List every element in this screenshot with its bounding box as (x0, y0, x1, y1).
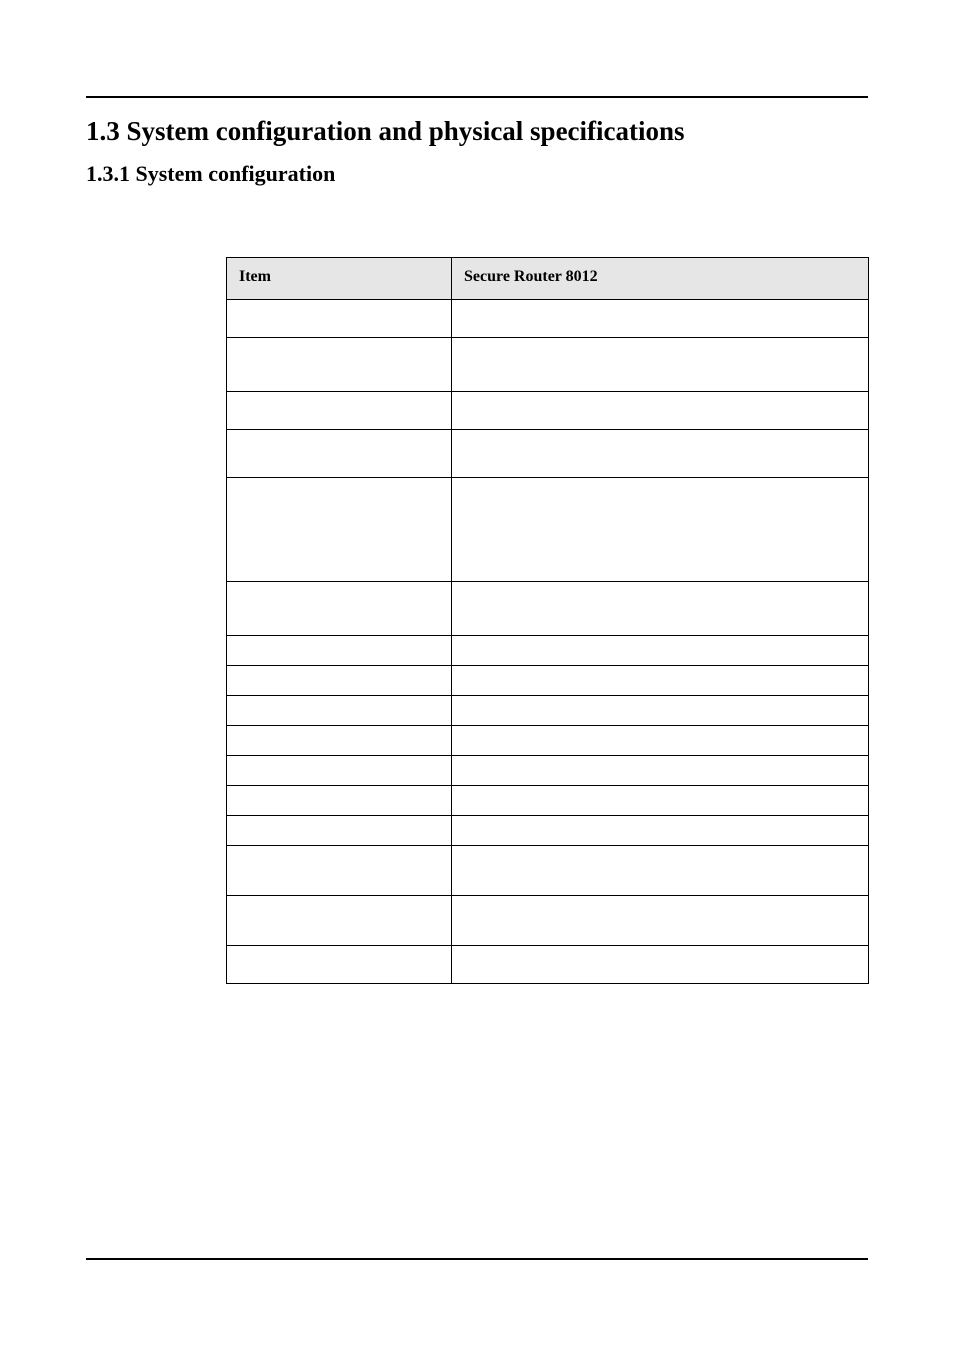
cell-value (452, 300, 869, 338)
cell-item (227, 338, 452, 392)
cell-value (452, 338, 869, 392)
table-row (227, 846, 869, 896)
table-row (227, 896, 869, 946)
table-row (227, 392, 869, 430)
cell-item (227, 786, 452, 816)
cell-item (227, 816, 452, 846)
cell-item (227, 666, 452, 696)
table-row (227, 696, 869, 726)
cell-value (452, 430, 869, 478)
cell-item (227, 946, 452, 984)
table-row (227, 582, 869, 636)
section-title: System configuration and physical specif… (127, 116, 685, 146)
cell-value (452, 666, 869, 696)
table-row (227, 478, 869, 582)
cell-item (227, 726, 452, 756)
cell-value (452, 816, 869, 846)
cell-value (452, 696, 869, 726)
table-row (227, 338, 869, 392)
cell-value (452, 756, 869, 786)
top-horizontal-rule (86, 96, 868, 98)
cell-item (227, 846, 452, 896)
cell-item (227, 300, 452, 338)
table-row (227, 756, 869, 786)
spec-table-container: Item Secure Router 8012 (86, 257, 868, 984)
cell-value (452, 896, 869, 946)
table-row (227, 726, 869, 756)
table-row (227, 636, 869, 666)
subsection-number: 1.3.1 (86, 161, 130, 186)
cell-item (227, 392, 452, 430)
cell-item (227, 896, 452, 946)
table-row (227, 300, 869, 338)
cell-item (227, 478, 452, 582)
table-header-row: Item Secure Router 8012 (227, 258, 869, 300)
col-header-item: Item (227, 258, 452, 300)
cell-item (227, 756, 452, 786)
cell-value (452, 478, 869, 582)
cell-item (227, 582, 452, 636)
document-page: 1.3 System configuration and physical sp… (0, 0, 954, 1350)
subsection-title: System configuration (136, 161, 336, 186)
table-row (227, 786, 869, 816)
cell-value (452, 946, 869, 984)
col-header-value: Secure Router 8012 (452, 258, 869, 300)
table-row (227, 946, 869, 984)
subsection-heading: 1.3.1 System configuration (86, 161, 868, 187)
cell-value (452, 786, 869, 816)
section-heading: 1.3 System configuration and physical sp… (86, 116, 868, 147)
cell-item (227, 430, 452, 478)
cell-value (452, 582, 869, 636)
bottom-horizontal-rule (86, 1258, 868, 1260)
table-row (227, 666, 869, 696)
cell-value (452, 392, 869, 430)
spec-table: Item Secure Router 8012 (226, 257, 869, 984)
cell-value (452, 726, 869, 756)
cell-item (227, 636, 452, 666)
cell-value (452, 846, 869, 896)
table-row (227, 430, 869, 478)
table-row (227, 816, 869, 846)
cell-item (227, 696, 452, 726)
section-number: 1.3 (86, 116, 120, 146)
cell-value (452, 636, 869, 666)
